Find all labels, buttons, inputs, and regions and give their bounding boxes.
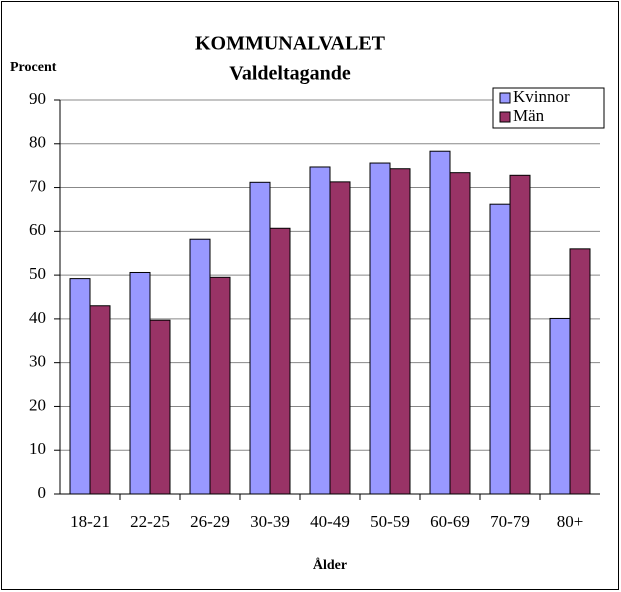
bar bbox=[189, 238, 211, 495]
bar bbox=[389, 168, 411, 495]
y-axis-label: Procent bbox=[10, 60, 57, 75]
y-tick-label: 50 bbox=[29, 264, 46, 283]
bar bbox=[329, 181, 351, 495]
x-tick-label: 80+ bbox=[557, 512, 584, 531]
x-tick-label: 18-21 bbox=[70, 512, 110, 531]
bar bbox=[449, 172, 471, 495]
x-tick-label: 70-79 bbox=[490, 512, 530, 531]
legend-label: Kvinnor bbox=[513, 87, 570, 106]
y-tick-label: 40 bbox=[29, 308, 46, 327]
bar bbox=[569, 248, 591, 495]
y-tick-label: 0 bbox=[38, 483, 47, 502]
y-tick-label: 80 bbox=[29, 133, 46, 152]
y-tick-label: 60 bbox=[29, 220, 46, 239]
bar bbox=[69, 278, 91, 495]
bar bbox=[209, 276, 231, 495]
bar bbox=[309, 166, 331, 495]
bar bbox=[369, 162, 391, 495]
legend-label: Män bbox=[513, 106, 545, 125]
x-axis-label: Ålder bbox=[313, 557, 347, 573]
bar bbox=[149, 319, 171, 495]
y-tick-label: 70 bbox=[29, 176, 46, 195]
bar bbox=[549, 317, 571, 495]
y-tick-label: 90 bbox=[29, 89, 46, 108]
legend-swatch bbox=[499, 111, 511, 123]
chart-subtitle: Valdeltagande bbox=[229, 63, 351, 85]
x-tick-label: 30-39 bbox=[250, 512, 290, 531]
bar bbox=[249, 181, 271, 495]
x-tick-label: 40-49 bbox=[310, 512, 350, 531]
x-tick-label: 26-29 bbox=[190, 512, 230, 531]
legend-box bbox=[492, 87, 605, 129]
y-tick-label: 20 bbox=[29, 395, 46, 414]
bar bbox=[129, 271, 151, 495]
x-tick-label: 50-59 bbox=[370, 512, 410, 531]
bar bbox=[509, 174, 531, 495]
chart-title: KOMMUNALVALET bbox=[195, 33, 386, 55]
x-tick-label: 22-25 bbox=[130, 512, 170, 531]
bar bbox=[429, 150, 451, 495]
bar bbox=[269, 227, 291, 495]
x-tick-label: 60-69 bbox=[430, 512, 470, 531]
y-tick-label: 30 bbox=[29, 352, 46, 371]
bar bbox=[89, 305, 111, 495]
bar bbox=[489, 203, 511, 495]
y-tick-label: 10 bbox=[29, 439, 46, 458]
legend-swatch bbox=[499, 92, 511, 104]
